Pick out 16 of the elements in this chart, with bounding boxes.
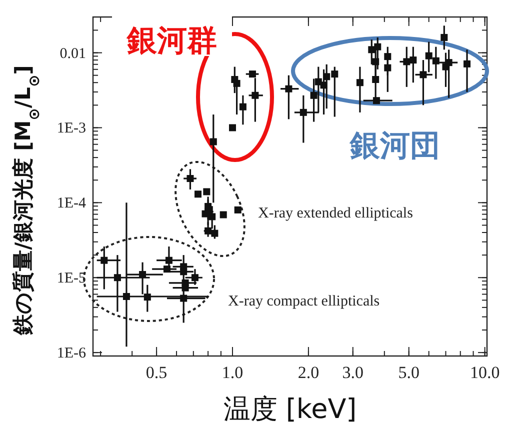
x-tick-label: 2.0 [298, 363, 320, 382]
annotation: 銀河群 [126, 24, 217, 58]
y-tick-label: 1E-5 [56, 270, 86, 287]
y-tick-label: 1E-4 [56, 196, 86, 212]
annotation: X-ray extended ellipticals [258, 205, 414, 222]
x-tick-label: 3.0 [342, 363, 364, 382]
x-tick-label: 1.0 [222, 363, 244, 382]
y-tick-label: 1E-6 [56, 346, 86, 362]
x-tick-label: 5.0 [398, 363, 420, 382]
y-tick-label: 1E-3 [56, 120, 86, 137]
annotation: X-ray compact ellipticals [228, 293, 380, 310]
y-tick-label: 0.01 [60, 46, 86, 62]
x-tick-label: 10.0 [470, 363, 500, 382]
x-tick-label: 0.5 [146, 363, 168, 382]
annotation: 銀河団 [349, 128, 440, 164]
x-axis-title: 温度 [keV] [223, 394, 357, 425]
